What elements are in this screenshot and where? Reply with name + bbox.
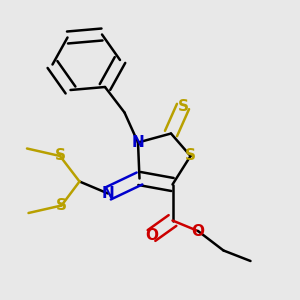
- Text: O: O: [145, 228, 158, 243]
- Text: S: S: [56, 198, 67, 213]
- Text: S: S: [55, 148, 65, 164]
- Text: N: N: [102, 186, 114, 201]
- Text: S: S: [185, 148, 196, 164]
- Text: S: S: [178, 99, 188, 114]
- Text: N: N: [132, 135, 144, 150]
- Text: O: O: [191, 224, 205, 238]
